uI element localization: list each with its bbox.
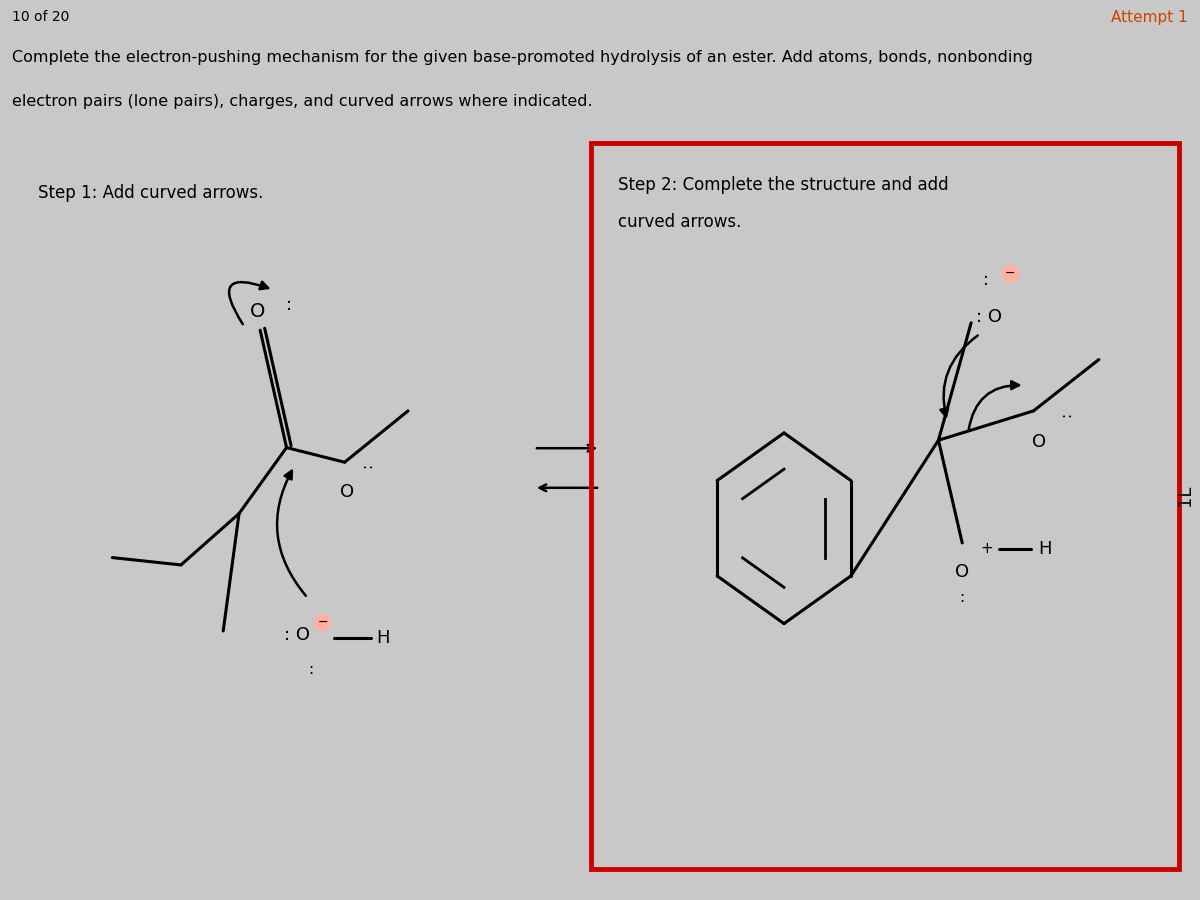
Text: Step 1: Add curved arrows.: Step 1: Add curved arrows. [38,184,264,202]
Text: 10 of 20: 10 of 20 [12,11,70,24]
Text: H: H [1038,540,1051,558]
Text: :: : [960,590,965,606]
Text: 1L: 1L [1176,484,1194,506]
Text: :: : [359,464,374,469]
Text: : O: : O [284,626,310,644]
Text: H: H [377,629,390,647]
Text: curved arrows.: curved arrows. [618,212,742,230]
Text: −: − [1004,266,1015,280]
FancyArrowPatch shape [229,282,268,324]
Text: +: + [980,541,994,556]
FancyArrowPatch shape [941,336,978,417]
Text: :: : [983,271,989,289]
Text: electron pairs (lone pairs), charges, and curved arrows where indicated.: electron pairs (lone pairs), charges, an… [12,94,593,109]
Text: O: O [250,302,265,321]
FancyArrowPatch shape [968,382,1019,430]
Text: : O: : O [976,308,1002,326]
Text: O: O [341,482,354,500]
Text: −: − [317,616,328,628]
Text: Step 2: Complete the structure and add: Step 2: Complete the structure and add [618,176,948,194]
Text: :: : [307,662,313,677]
Text: Attempt 1: Attempt 1 [1111,11,1188,25]
Text: O: O [955,563,970,581]
FancyArrowPatch shape [277,471,306,596]
Text: O: O [1032,433,1046,451]
Text: :: : [286,295,293,313]
Text: Complete the electron-pushing mechanism for the given base-promoted hydrolysis o: Complete the electron-pushing mechanism … [12,50,1033,65]
Text: :: : [1058,412,1074,417]
